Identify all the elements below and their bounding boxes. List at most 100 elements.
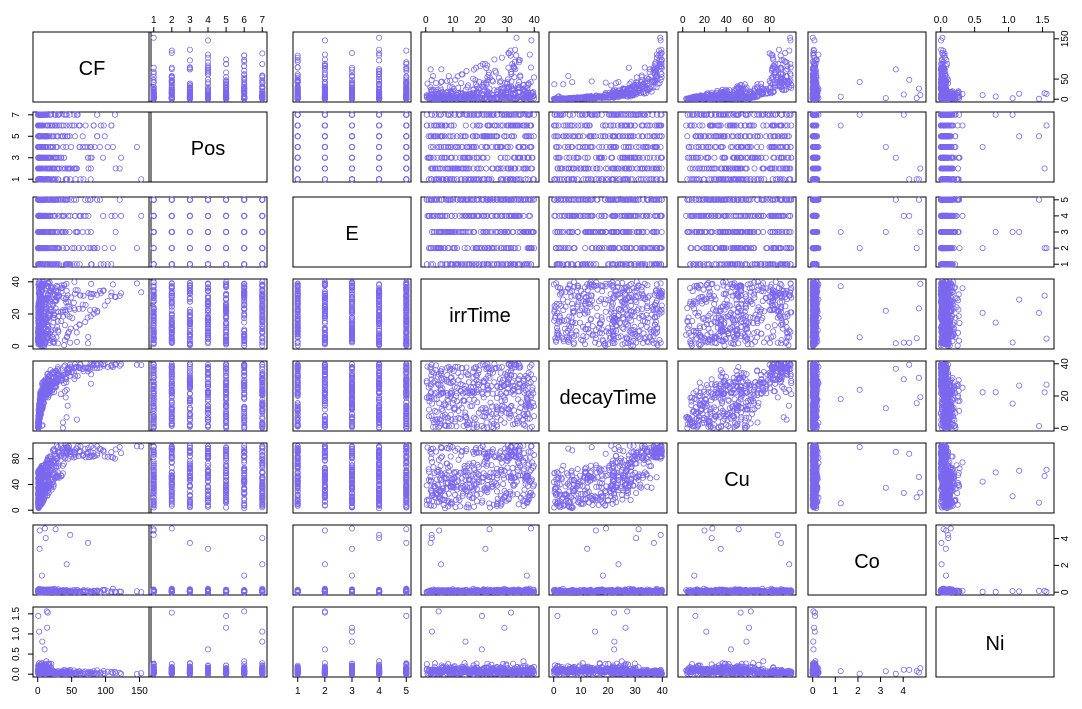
data-point xyxy=(81,177,86,182)
data-point xyxy=(439,67,444,72)
data-point xyxy=(514,35,519,40)
data-point xyxy=(322,112,327,117)
data-point xyxy=(446,74,451,79)
data-point xyxy=(187,58,192,63)
panel-CF-CF: CF xyxy=(33,32,151,102)
data-point xyxy=(428,67,433,72)
data-point xyxy=(377,134,382,139)
panel-Pos-E xyxy=(293,112,411,182)
data-point xyxy=(61,144,66,149)
data-point xyxy=(322,52,327,57)
data-point xyxy=(528,166,533,171)
data-point xyxy=(514,53,519,58)
data-point xyxy=(187,47,192,52)
data-point xyxy=(322,134,327,139)
data-point xyxy=(484,166,489,171)
panel-CF-decayTime xyxy=(549,32,667,102)
data-point xyxy=(581,134,586,139)
data-point xyxy=(77,144,82,149)
data-point xyxy=(322,177,327,182)
data-point xyxy=(295,134,300,139)
panel-border xyxy=(808,32,926,102)
data-point xyxy=(78,177,83,182)
data-point xyxy=(377,144,382,149)
data-point xyxy=(918,92,923,97)
data-point xyxy=(72,134,77,139)
panel-Pos-decayTime xyxy=(549,112,667,182)
data-point xyxy=(110,144,115,149)
data-point xyxy=(634,75,639,80)
data-point xyxy=(101,155,106,160)
data-point xyxy=(349,177,354,182)
data-point xyxy=(377,35,382,40)
data-point xyxy=(295,144,300,149)
data-point xyxy=(445,79,450,84)
data-point xyxy=(83,123,88,128)
data-point xyxy=(69,144,74,149)
data-point xyxy=(295,155,300,160)
data-point xyxy=(349,50,354,55)
data-point xyxy=(377,112,382,117)
data-point xyxy=(776,47,781,52)
data-point xyxy=(119,155,124,160)
data-point xyxy=(404,48,409,53)
data-point xyxy=(493,68,498,73)
data-point xyxy=(566,73,571,78)
data-point xyxy=(916,86,921,91)
data-point xyxy=(322,155,327,160)
data-point xyxy=(322,166,327,171)
data-point xyxy=(377,58,382,63)
data-point xyxy=(349,134,354,139)
variable-label-CF: CF xyxy=(79,58,106,80)
data-point xyxy=(349,123,354,128)
variable-label-Pos: Pos xyxy=(191,138,225,160)
data-point xyxy=(349,155,354,160)
data-point xyxy=(112,112,117,117)
data-point xyxy=(377,177,382,182)
data-point xyxy=(404,155,409,160)
data-point xyxy=(113,166,118,171)
data-point xyxy=(528,65,533,70)
data-point xyxy=(404,74,409,79)
data-point xyxy=(712,155,717,160)
data-point xyxy=(205,38,210,43)
data-point xyxy=(91,123,96,128)
data-point xyxy=(295,166,300,171)
data-point xyxy=(134,144,139,149)
data-point xyxy=(377,166,382,171)
data-point xyxy=(517,80,522,85)
data-point xyxy=(295,65,300,70)
data-point xyxy=(552,82,557,87)
data-point xyxy=(97,144,102,149)
data-point xyxy=(377,155,382,160)
data-point xyxy=(632,123,637,128)
data-point xyxy=(139,177,144,182)
data-point xyxy=(597,144,602,149)
data-point xyxy=(404,177,409,182)
data-point xyxy=(295,177,300,182)
data-point xyxy=(939,47,944,52)
data-point xyxy=(499,55,504,60)
data-point xyxy=(1017,91,1022,96)
data-point xyxy=(295,112,300,117)
panel-Pos-CF xyxy=(33,112,151,182)
data-point xyxy=(761,123,766,128)
data-point xyxy=(838,94,843,99)
data-point xyxy=(80,134,85,139)
data-point xyxy=(404,144,409,149)
data-point xyxy=(1010,96,1015,101)
panel-CF-Co xyxy=(808,32,926,102)
data-point xyxy=(377,123,382,128)
panel-CF-Cu xyxy=(678,32,796,102)
data-point xyxy=(626,65,631,70)
data-point xyxy=(907,77,912,82)
data-point xyxy=(1036,96,1041,101)
data-point xyxy=(424,112,429,117)
data-point xyxy=(349,112,354,117)
data-point xyxy=(770,177,775,182)
data-point xyxy=(404,134,409,139)
data-point xyxy=(883,96,888,101)
panel-Pos-irrTime xyxy=(421,112,539,182)
data-point xyxy=(561,82,566,87)
